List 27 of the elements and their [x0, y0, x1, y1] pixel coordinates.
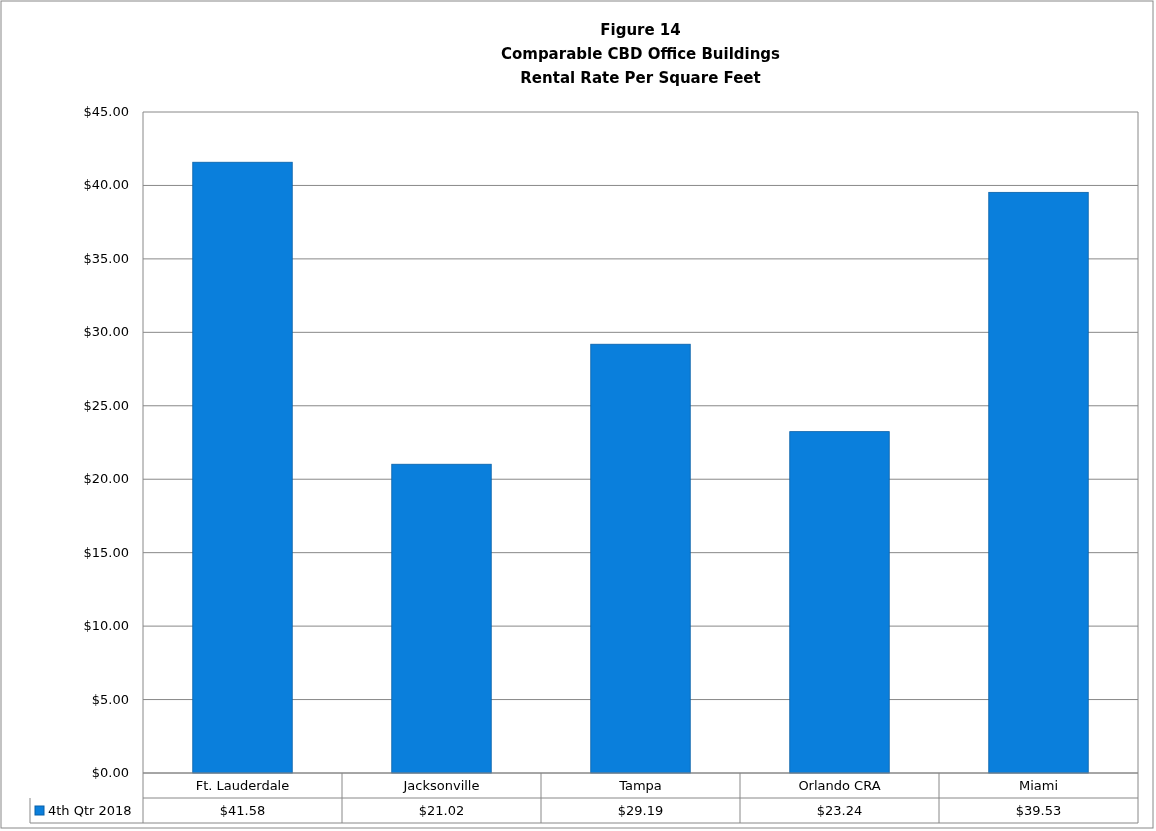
bar — [590, 343, 691, 774]
y-tick-label: $45.00 — [83, 104, 129, 119]
x-tick-label: Orlando CRA — [798, 778, 881, 793]
bar — [789, 431, 890, 774]
bar — [391, 463, 492, 774]
bar — [988, 191, 1089, 774]
y-tick-label: $10.00 — [83, 618, 129, 634]
y-tick-label: $15.00 — [83, 544, 129, 560]
y-tick-label: $0.00 — [91, 765, 129, 780]
data-label: $29.19 — [617, 803, 664, 818]
x-tick-label: Ft. Lauderdale — [195, 778, 290, 793]
y-tick-label: $30.00 — [83, 324, 129, 340]
y-tick-label: $40.00 — [83, 177, 129, 193]
legend-label: 4th Qtr 2018 — [48, 803, 132, 818]
x-tick-label: Tampa — [618, 778, 662, 793]
chart-title: Figure 14 Comparable CBD Office Buildings Rental Rate Per Square Feet — [500, 21, 781, 87]
y-tick-label: $35.00 — [83, 250, 129, 266]
bar — [192, 161, 293, 774]
y-tick-label: $5.00 — [91, 691, 129, 707]
y-tick-label: $25.00 — [83, 397, 129, 413]
data-label: $21.02 — [418, 803, 465, 818]
data-label: $39.53 — [1015, 803, 1062, 818]
x-tick-label: Jacksonville — [402, 778, 480, 793]
y-tick-label: $20.00 — [83, 471, 129, 487]
data-label: $23.24 — [816, 803, 863, 818]
data-label: $41.58 — [219, 803, 266, 818]
x-tick-label: Miami — [1018, 778, 1059, 793]
